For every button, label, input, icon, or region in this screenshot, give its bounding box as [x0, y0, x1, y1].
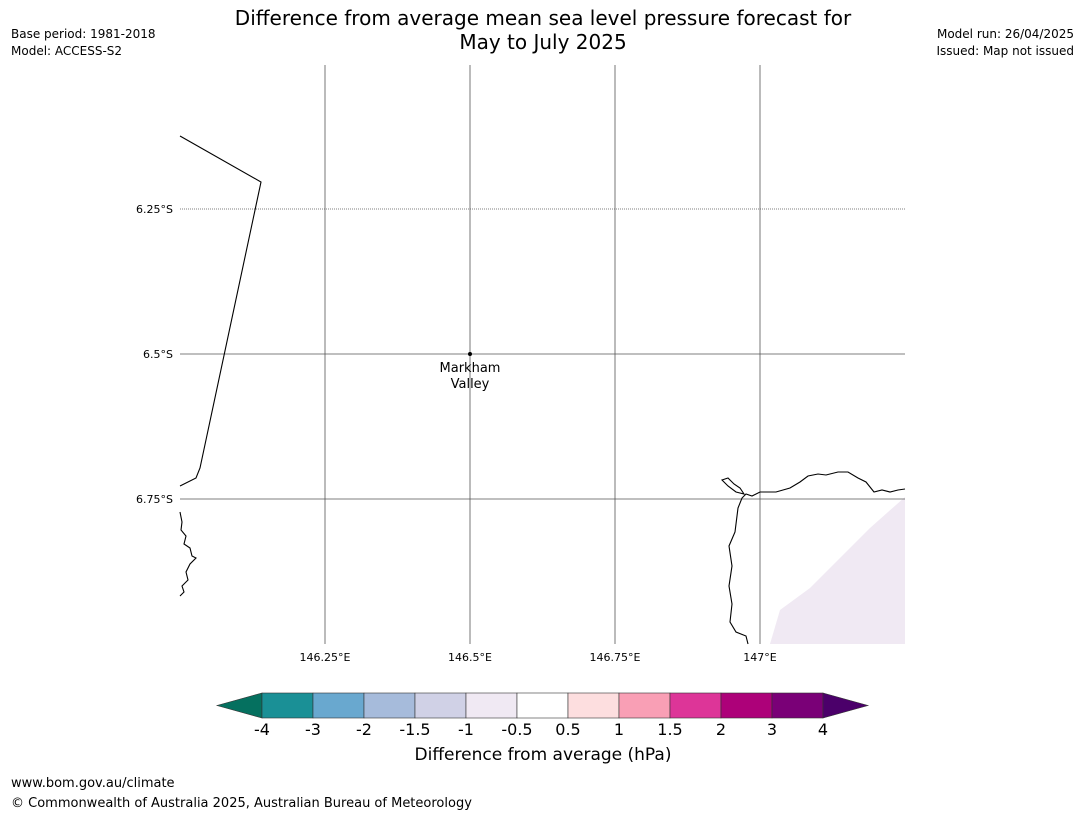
pressure-shading-region [770, 497, 905, 644]
colorbar-tick-label: -4 [254, 720, 270, 739]
colorbar-segment [414, 692, 467, 719]
place-label-line-2: Valley [451, 377, 490, 392]
footer-url: www.bom.gov.au/climate [11, 776, 175, 791]
model-name: Model: ACCESS-S2 [11, 44, 123, 58]
footer-copyright: © Commonwealth of Australia 2025, Austra… [11, 796, 472, 811]
lat-label-6-25: 6.25°S [136, 203, 173, 216]
colorbar-tick-label: 3 [766, 720, 778, 739]
lon-label-146-25: 146.25°E [300, 651, 351, 664]
colorbar [215, 692, 870, 719]
colorbar-tick-label: -0.5 [501, 720, 533, 739]
map-title: Difference from average mean sea level p… [200, 6, 886, 54]
colorbar-tick-label: -3 [305, 720, 321, 739]
meta-right: Model run: 26/04/2025 Issued: Map not is… [936, 26, 1074, 60]
colorbar-segment [567, 692, 620, 719]
border-line [179, 135, 262, 487]
lon-label-147: 147°E [743, 651, 776, 664]
colorbar-tick-label: 0.5 [555, 720, 581, 739]
colorbar-segment [720, 692, 773, 719]
gridlines [180, 65, 905, 644]
colorbar-segment [261, 692, 314, 719]
coast-right [728, 471, 906, 645]
issued-status: Issued: Map not issued [936, 44, 1074, 58]
title-line-1: Difference from average mean sea level p… [234, 6, 852, 30]
colorbar-extend-low [215, 692, 263, 719]
coastlines [179, 135, 906, 645]
colorbar-tick-label: -1 [458, 720, 474, 739]
place-label-line-1: Markham [440, 361, 501, 376]
coast-right-inlet [720, 477, 746, 495]
coast-left [179, 511, 197, 597]
base-period: Base period: 1981-2018 [11, 27, 156, 41]
colorbar-tick-label: -2 [356, 720, 372, 739]
colorbar-segment [771, 692, 824, 719]
colorbar-segment [312, 692, 365, 719]
footer: www.bom.gov.au/climate © Commonwealth of… [11, 774, 472, 814]
colorbar-tick-label: -1.5 [399, 720, 431, 739]
colorbar-tick-label: 4 [817, 720, 829, 739]
colorbar-tick-label: 2 [715, 720, 727, 739]
colorbar-segment [465, 692, 518, 719]
colorbar-title: Difference from average (hPa) [414, 745, 672, 765]
colorbar-tick-label: 1 [613, 720, 625, 739]
colorbar-segment [363, 692, 416, 719]
colorbar-tick-label: 1.5 [657, 720, 683, 739]
colorbar-segment [516, 692, 569, 719]
meta-left: Base period: 1981-2018 Model: ACCESS-S2 [11, 26, 156, 60]
model-run: Model run: 26/04/2025 [936, 27, 1074, 41]
colorbar-extend-high [822, 692, 870, 719]
title-line-2: May to July 2025 [459, 30, 627, 54]
colorbar-segment [669, 692, 722, 719]
lon-label-146-75: 146.75°E [590, 651, 641, 664]
colorbar-segment [618, 692, 671, 719]
lon-label-146-5: 146.5°E [448, 651, 492, 664]
markham-valley-marker [468, 352, 472, 356]
lat-label-6-75: 6.75°S [136, 493, 173, 506]
lat-label-6-5: 6.5°S [143, 348, 173, 361]
